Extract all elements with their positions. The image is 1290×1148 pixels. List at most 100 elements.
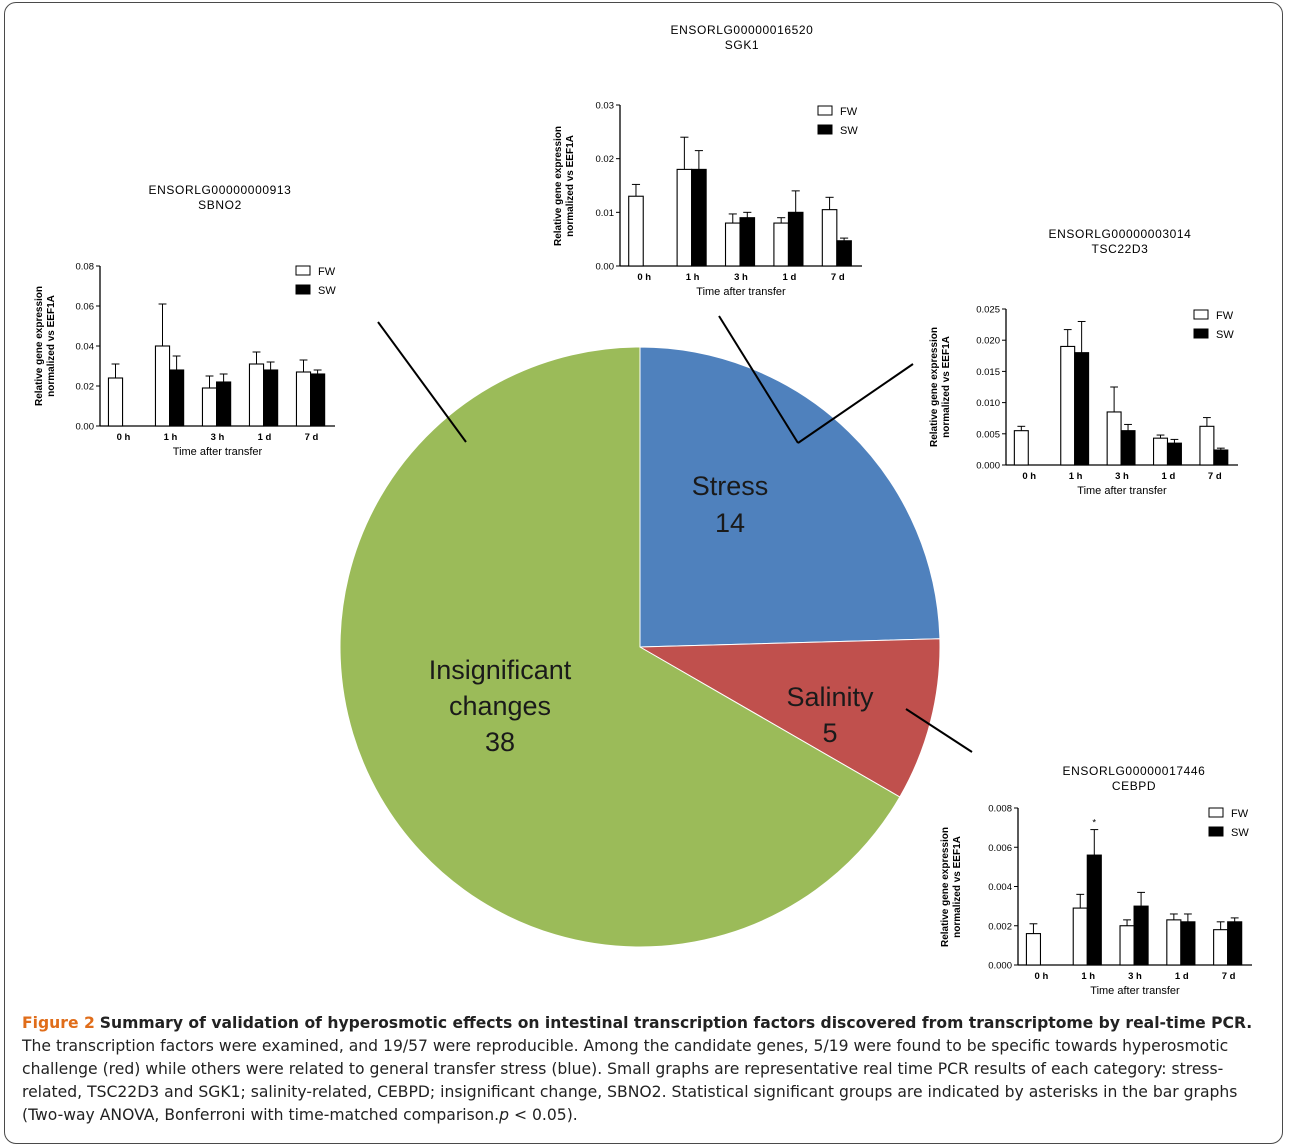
y-axis-label: Relative gene expression normalized vs EE… (940, 827, 963, 947)
bar-fw (1199, 425, 1215, 466)
y-tick-label: 0.008 (988, 804, 1012, 815)
y-axis-label-line: Relative gene expression (553, 126, 564, 246)
bar-fw (1013, 430, 1029, 466)
y-tick-label: 0.02 (596, 154, 615, 165)
x-axis-label: Time after transfer (173, 446, 263, 458)
caption-body: The transcription factors were examined,… (22, 1037, 1238, 1124)
callout-sbno2 (377, 321, 467, 443)
caption-figure-number: Figure 2 (22, 1014, 95, 1032)
caption-p-value: < 0.05). (509, 1106, 578, 1124)
y-tick-label: 0.06 (76, 302, 95, 313)
bar-fw (107, 377, 124, 427)
y-axis-label: Relative gene expression normalized vs EE… (34, 286, 57, 406)
pie-label-insignificant: Insignificant (429, 655, 572, 685)
callout-sgk1 (718, 315, 799, 444)
x-tick-label: 7 d (831, 272, 845, 283)
bar-fw (1153, 437, 1169, 466)
x-tick-label: 0 h (117, 432, 131, 443)
bar-fw (821, 209, 838, 267)
pie-label-insignificant: changes (449, 691, 551, 721)
x-tick-label: 1 h (164, 432, 178, 443)
callout-cebpd (905, 708, 973, 753)
y-axis-label-line: Relative gene expression (940, 827, 951, 947)
x-tick-label: 7 d (1222, 971, 1236, 982)
bar-sw (1120, 430, 1136, 466)
bar-fw (1072, 907, 1088, 966)
y-axis-label: Relative gene expression normalized vs EE… (553, 126, 576, 246)
legend-label-fw: FW (840, 106, 858, 118)
pie-label-salinity: Salinity (786, 682, 874, 712)
callout-lines (377, 315, 973, 753)
bar-sw (1227, 921, 1243, 966)
y-axis-label-line: normalized vs EEF1A (46, 295, 57, 397)
pie-label-stress: 14 (715, 508, 745, 538)
legend-swatch-fw (295, 265, 311, 276)
bar-sw (1133, 905, 1149, 966)
chart-title-line: ENSORLG00000000913 (149, 183, 292, 197)
y-axis-label-line: normalized vs EEF1A (952, 836, 963, 938)
pie-slice-stress (639, 346, 941, 648)
x-tick-label: 1 d (258, 432, 272, 443)
x-tick-label: 1 h (1069, 471, 1083, 482)
y-tick-label: 0.005 (976, 429, 1000, 440)
y-tick-label: 0.03 (596, 101, 615, 112)
bar-fw (773, 222, 789, 267)
x-tick-label: 0 h (1035, 971, 1049, 982)
y-tick-label: 0.02 (76, 382, 95, 393)
y-axis-label-line: normalized vs EEF1A (565, 135, 576, 237)
bar-sw (739, 217, 756, 267)
y-axis-label-line: Relative gene expression (929, 327, 940, 447)
bar-fw (1119, 925, 1135, 966)
y-tick-label: 0.08 (76, 262, 95, 273)
x-tick-label: 1 d (783, 272, 797, 283)
bar-sw (836, 240, 852, 267)
bar-fw (1060, 345, 1076, 466)
y-tick-label: 0.010 (976, 398, 1000, 409)
legend-label-fw: FW (1231, 808, 1249, 820)
significance-asterisk: * (1092, 818, 1096, 829)
pie-label-salinity: 5 (822, 718, 837, 748)
y-axis-label-line: Relative gene expression (34, 286, 45, 406)
legend-swatch-fw (1193, 309, 1209, 320)
bar-sw (169, 369, 185, 427)
legend-label-sw: SW (318, 285, 336, 297)
chart-title-line: SGK1 (725, 38, 759, 52)
legend-label-fw: FW (1216, 310, 1234, 322)
bar-fw (628, 195, 644, 267)
chart-title-line: ENSORLG00000003014 (1049, 227, 1192, 241)
y-tick-label: 0.015 (976, 367, 1000, 378)
x-axis-label: Time after transfer (696, 286, 786, 298)
x-tick-label: 7 d (305, 432, 319, 443)
x-tick-label: 1 d (1162, 471, 1176, 482)
bar-fw (201, 387, 218, 427)
legend-swatch-sw (817, 124, 833, 135)
x-tick-label: 1 h (1081, 971, 1095, 982)
bar-fw (295, 371, 312, 427)
x-tick-label: 3 h (1115, 471, 1129, 482)
x-tick-label: 1 h (686, 272, 700, 283)
y-tick-label: 0.01 (596, 208, 615, 219)
legend-label-sw: SW (1216, 329, 1234, 341)
bar-sw (263, 369, 279, 427)
legend-label-fw: FW (318, 266, 336, 278)
pie-chart: Stress 14 Salinity 5 Insignificant changes 38 (339, 346, 941, 948)
bar-sw (1213, 449, 1229, 466)
caption-p-symbol: p (499, 1106, 510, 1124)
legend-label-sw: SW (1231, 827, 1249, 839)
legend-swatch-sw (1193, 328, 1209, 339)
legend-swatch-fw (817, 105, 833, 116)
y-tick-label: 0.000 (976, 461, 1000, 472)
bar-sw (787, 211, 804, 267)
bar-sw (1074, 352, 1090, 466)
bar-fw (1166, 919, 1182, 966)
pie-slice-insignificant (339, 346, 901, 948)
bar-sw (216, 381, 232, 427)
y-axis-label-line: normalized vs EEF1A (941, 336, 952, 438)
legend: FW SW (295, 265, 336, 297)
legend: FW SW (1208, 807, 1249, 839)
x-tick-label: 3 h (734, 272, 748, 283)
